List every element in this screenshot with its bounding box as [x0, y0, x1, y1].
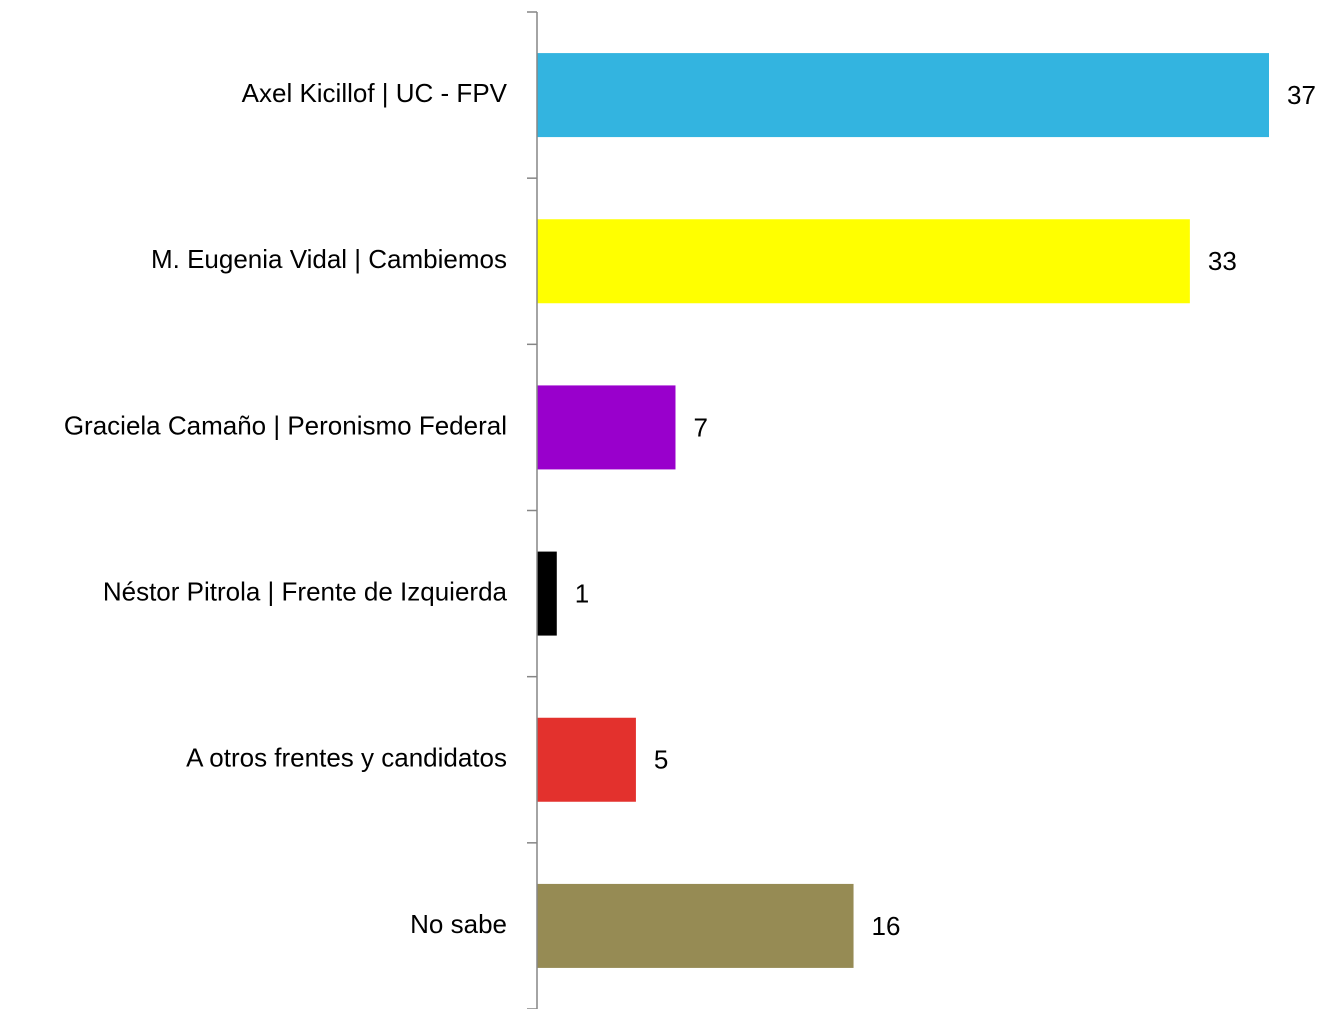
- category-label: No sabe: [410, 909, 507, 939]
- bar: [537, 717, 636, 802]
- category-label: M. Eugenia Vidal | Cambiemos: [151, 244, 507, 274]
- category-label: Graciela Camaño | Peronismo Federal: [64, 410, 507, 440]
- bar: [537, 53, 1269, 138]
- category-label: Axel Kicillof | UC - FPV: [242, 78, 508, 108]
- bar: [537, 883, 854, 968]
- bar: [537, 385, 676, 470]
- bar: [537, 551, 557, 636]
- category-label: Néstor Pitrola | Frente de Izquierda: [103, 576, 508, 606]
- data-label: 5: [654, 745, 668, 775]
- data-label: 1: [575, 578, 589, 608]
- data-label: 33: [1208, 246, 1237, 276]
- category-label: A otros frentes y candidatos: [186, 743, 507, 773]
- data-label: 37: [1287, 80, 1316, 110]
- data-label: 7: [693, 412, 707, 442]
- bar: [537, 219, 1190, 304]
- data-label: 16: [872, 911, 901, 941]
